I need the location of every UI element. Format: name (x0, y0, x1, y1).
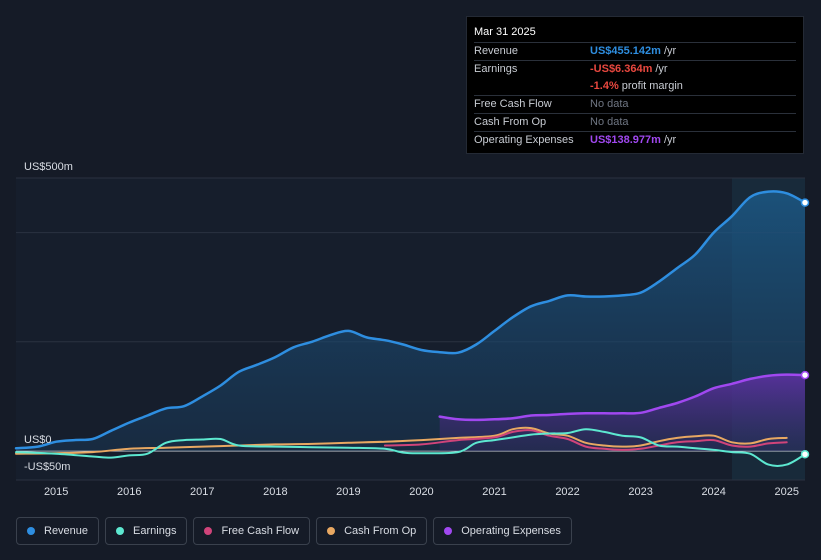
y-label-bottom: -US$50m (24, 461, 70, 473)
x-tick-label: 2020 (409, 486, 433, 498)
x-tick-label: 2022 (555, 486, 579, 498)
legend-item-free-cash-flow[interactable]: Free Cash Flow (193, 517, 311, 545)
tooltip-value: US$138.977m (590, 134, 661, 146)
cash-from-op-line (15, 426, 788, 455)
legend-item-earnings[interactable]: Earnings (105, 517, 188, 545)
tooltip-row-earnings: Earnings -US$6.364m /yr (474, 61, 796, 78)
tooltip-value: No data (590, 116, 629, 128)
x-tick-label: 2016 (117, 486, 141, 498)
legend-label: Revenue (44, 525, 89, 537)
operating-expenses-line (438, 373, 807, 422)
x-tick-label: 2025 (774, 486, 798, 498)
legend-item-operating-expenses[interactable]: Operating Expenses (433, 517, 572, 545)
operating-expenses-end-marker (800, 370, 810, 380)
tooltip-key: Cash From Op (474, 116, 547, 128)
x-tick-label: 2024 (701, 486, 725, 498)
free-cash-flow-dot-icon (204, 527, 213, 535)
legend-label: Free Cash Flow (221, 525, 300, 537)
x-tick-label: 2019 (336, 486, 360, 498)
x-tick-label: 2018 (263, 486, 287, 498)
marker-layer (800, 198, 810, 459)
cash-from-op-dot-icon (327, 527, 336, 535)
tooltip-key: Revenue (474, 45, 519, 57)
revenue-dot-icon (27, 527, 35, 535)
x-tick-label: 2023 (628, 486, 652, 498)
tooltip-key (474, 78, 590, 95)
tooltip-row-opex: Operating Expenses US$138.977m /yr (474, 132, 796, 149)
revenue-end-marker (800, 198, 810, 207)
tooltip-unit: /yr (663, 45, 677, 57)
series-layer (14, 190, 807, 467)
earnings-line (15, 428, 806, 467)
legend: Revenue Earnings Free Cash Flow Cash Fro… (16, 517, 578, 545)
tooltip-unit: /yr (663, 134, 677, 146)
legend-label: Earnings (133, 525, 177, 537)
y-label-zero: US$0 (24, 434, 52, 446)
tooltip-unit: profit margin (621, 80, 683, 92)
revenue-area (16, 191, 805, 451)
tooltip-value: -US$6.364m (590, 63, 653, 75)
free-cash-flow-line (383, 429, 788, 451)
revenue-line (14, 190, 807, 450)
tooltip-unit: /yr (655, 63, 668, 75)
earnings-end-marker (800, 450, 810, 459)
tooltip-date: Mar 31 2025 (474, 25, 796, 43)
earnings-dot-icon (116, 527, 125, 535)
y-label-top: US$500m (24, 161, 73, 173)
tooltip-row-margin: -1.4% profit margin (474, 78, 796, 96)
legend-item-cash-from-op[interactable]: Cash From Op (316, 517, 428, 545)
operating-expenses-area (439, 374, 805, 451)
tooltip: Mar 31 2025 Revenue US$455.142m /yr Earn… (466, 16, 804, 154)
legend-label: Operating Expenses (461, 525, 561, 537)
tooltip-row-fcf: Free Cash Flow No data (474, 96, 796, 114)
legend-label: Cash From Op (344, 525, 417, 537)
x-tick-label: 2017 (190, 486, 214, 498)
tooltip-row-cfo: Cash From Op No data (474, 114, 796, 132)
x-axis-ticks: 2015 2016 2017 2018 2019 2020 2021 2022 2023 2024… (44, 486, 799, 498)
operating-expenses-dot-icon (444, 527, 453, 535)
tooltip-value: No data (590, 98, 629, 110)
tooltip-value: -1.4% (590, 80, 619, 92)
x-tick-label: 2015 (44, 486, 68, 498)
tooltip-key: Free Cash Flow (474, 98, 552, 110)
tooltip-value: US$455.142m (590, 45, 661, 57)
tooltip-key: Operating Expenses (474, 134, 574, 146)
tooltip-row-revenue: Revenue US$455.142m /yr (474, 43, 796, 61)
tooltip-key: Earnings (474, 63, 518, 75)
legend-item-revenue[interactable]: Revenue (16, 517, 100, 545)
x-tick-label: 2021 (482, 486, 506, 498)
